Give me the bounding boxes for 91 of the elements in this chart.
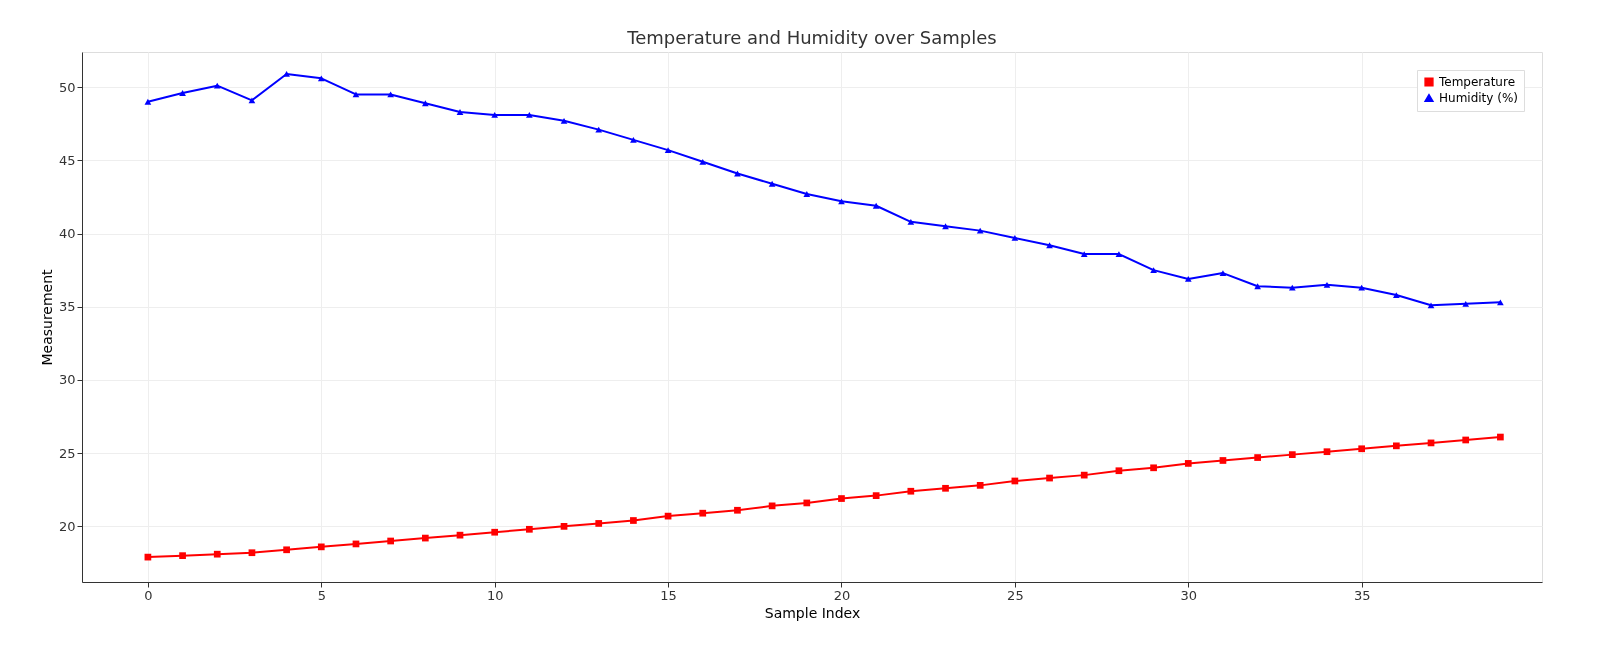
point	[872, 492, 880, 499]
point	[421, 534, 429, 542]
y-tick-label: 50	[58, 79, 76, 95]
y-tick-label: 40	[58, 226, 76, 242]
point	[1462, 436, 1470, 444]
point	[213, 82, 221, 89]
point	[1392, 292, 1400, 298]
point	[1115, 251, 1123, 257]
point	[838, 198, 845, 205]
point	[1254, 454, 1261, 461]
point	[1150, 464, 1157, 472]
point	[1392, 442, 1400, 450]
x-tick-label: 25	[1007, 587, 1024, 603]
point	[699, 158, 707, 165]
point	[456, 531, 464, 539]
y-tick-label: 20	[58, 518, 76, 534]
point	[976, 482, 984, 489]
x-tick-label: 5	[317, 587, 326, 603]
x-tick-label: 0	[144, 587, 153, 603]
x-tick-label: 20	[833, 587, 851, 603]
point	[1046, 474, 1053, 482]
y-tick-label: 30	[58, 372, 76, 388]
point	[942, 484, 949, 492]
legend-label: Humidity (%)	[1439, 91, 1518, 105]
point	[1150, 267, 1157, 274]
point	[803, 191, 811, 197]
point	[595, 126, 603, 133]
point	[630, 136, 637, 143]
point	[283, 546, 290, 554]
y-axis-title: Measurement	[38, 268, 55, 366]
point	[768, 180, 776, 187]
point	[213, 550, 221, 558]
legend-label: Temperature	[1438, 75, 1516, 89]
point	[1184, 460, 1192, 467]
x-tick-label: 10	[486, 587, 504, 603]
point	[1115, 467, 1123, 475]
point	[907, 487, 915, 495]
point	[560, 117, 568, 124]
x-axis-title: Sample Index	[764, 604, 861, 621]
point	[526, 525, 533, 533]
x-tick-label: 30	[1180, 587, 1198, 603]
point	[526, 112, 533, 118]
point	[1323, 448, 1331, 456]
point	[1323, 281, 1331, 288]
y-tick-label: 25	[58, 445, 76, 461]
point	[1011, 235, 1019, 241]
point	[179, 552, 186, 559]
point	[1358, 284, 1366, 291]
point	[872, 202, 880, 209]
point	[1497, 299, 1504, 306]
point	[387, 537, 394, 545]
point	[1427, 302, 1435, 309]
point	[1046, 242, 1053, 249]
point	[248, 549, 256, 557]
point	[803, 499, 811, 507]
point	[1288, 451, 1296, 458]
y-tick-label: 45	[58, 152, 76, 168]
point	[352, 91, 360, 98]
point	[560, 523, 568, 530]
point	[976, 227, 984, 234]
point	[1184, 276, 1192, 282]
point	[1497, 433, 1504, 441]
point	[1219, 270, 1227, 276]
point	[734, 506, 741, 514]
y-tick-label: 35	[58, 299, 76, 315]
point	[1288, 284, 1296, 291]
point	[317, 543, 325, 551]
point	[1254, 283, 1261, 290]
x-tick-label: 15	[660, 587, 677, 603]
point	[456, 109, 464, 115]
point	[664, 147, 672, 153]
point	[942, 223, 949, 230]
point	[699, 509, 707, 517]
point	[248, 97, 256, 104]
point	[1358, 445, 1366, 453]
point	[491, 528, 499, 536]
point	[595, 520, 603, 527]
x-tick-label: 35	[1353, 587, 1371, 603]
point	[630, 517, 637, 524]
point	[838, 495, 845, 502]
point	[1462, 300, 1470, 307]
point	[421, 100, 429, 107]
chart-title: Temperature and Humidity over Samples	[626, 27, 997, 48]
point	[283, 71, 290, 77]
point	[144, 98, 152, 105]
point	[1080, 251, 1088, 257]
point	[179, 90, 186, 96]
point	[1080, 471, 1088, 479]
point	[491, 112, 499, 118]
point	[907, 218, 915, 225]
point	[1219, 457, 1227, 464]
